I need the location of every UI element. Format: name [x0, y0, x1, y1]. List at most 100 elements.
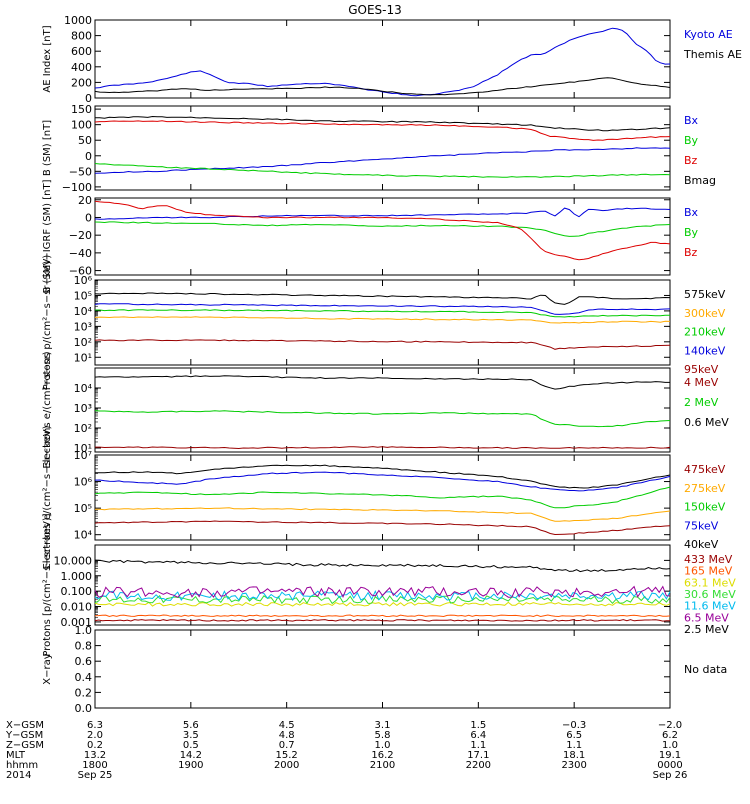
legend-entry: 210keV: [684, 326, 726, 339]
footer-value: 5.6: [183, 720, 199, 731]
footer-value: 0.7: [279, 740, 295, 751]
series-line-bz: [94, 120, 671, 141]
footer-value: 1800: [82, 760, 107, 771]
y-tick-label: 0.0: [75, 702, 93, 715]
footer-value: 2200: [466, 760, 491, 771]
panel-frame-0: [94, 19, 671, 99]
footer-value: 1.1: [566, 740, 582, 751]
series-line-140kev: [94, 303, 671, 315]
legend-entry: Bx: [684, 114, 699, 127]
series-line-575kev: [94, 292, 671, 305]
footer-year: 2014: [6, 770, 31, 781]
legend-entry: 0.6 MeV: [684, 416, 729, 429]
series-line-by: [94, 221, 671, 237]
y-tick-label: 10⁵: [74, 502, 92, 515]
legend-entry: 2.5 MeV: [684, 623, 729, 636]
series-line-63-1-mev: [94, 601, 671, 607]
y-tick-label: −100: [62, 181, 92, 194]
series-line-kyoto-ae: [94, 27, 671, 97]
legend-entry: 6.5 MeV: [684, 611, 729, 624]
plot-title: GOES-13: [348, 3, 402, 17]
footer-value: 1.0: [662, 740, 678, 751]
series-line-bmag: [94, 115, 671, 132]
footer-value: 2300: [561, 760, 586, 771]
y-tick-label: 400: [71, 61, 92, 74]
legend-entry: 165 MeV: [684, 565, 733, 578]
y-axis-label: B (SM)−IGRF (SM) [nT]: [42, 179, 53, 293]
y-tick-label: 0.100: [61, 585, 93, 598]
footer-value: 0000: [657, 760, 682, 771]
y-tick-label: 0.010: [61, 601, 93, 614]
y-tick-label: 0.001: [61, 616, 93, 629]
footer-value: 4.5: [279, 720, 295, 731]
footer-value: 1.1: [470, 740, 486, 751]
y-tick-label: 0: [85, 92, 92, 105]
y-tick-label: 0.4: [75, 671, 93, 684]
series-line-2-mev: [94, 410, 671, 428]
legend-entry: 150keV: [684, 501, 726, 514]
legend-entry: 40keV: [684, 538, 719, 551]
footer-value: 16.2: [371, 750, 393, 761]
y-tick-label: −20: [69, 229, 92, 242]
footer-value: 0.2: [87, 740, 103, 751]
legend-entry: 75keV: [684, 519, 719, 532]
legend-entry: 575keV: [684, 288, 726, 301]
footer-value: 3.1: [375, 720, 391, 731]
footer-value: −2.0: [658, 720, 682, 731]
y-axis-label: Electrons e/(cm²−s−sr): [42, 351, 53, 468]
y-tick-label: 100: [71, 119, 92, 132]
legend-entry: Themis AE: [683, 48, 742, 61]
y-tick-label: 1.000: [61, 570, 93, 583]
footer-value: 13.2: [84, 750, 106, 761]
legend-entry: 63.1 MeV: [684, 576, 736, 589]
y-axis-label: Electrons e/(cm²−s−sr−keV): [42, 425, 53, 569]
y-axis-label: Protons [p/(cm²−s−sr−keV)]: [42, 513, 53, 656]
series-line-2-5-mev: [94, 559, 671, 573]
y-tick-label: 10⁷: [74, 449, 92, 462]
footer-value: 19.1: [659, 750, 681, 761]
series-line-210kev: [95, 309, 670, 318]
series-line-bx: [94, 147, 671, 174]
y-axis-label: B (SM) [nT]: [42, 120, 53, 176]
footer-value: 3.5: [183, 730, 199, 741]
panel-frame-5: [94, 454, 671, 541]
footer-value: 2.0: [87, 730, 103, 741]
series-line-6-5-mev: [94, 585, 671, 598]
series-line-300kev: [94, 316, 671, 324]
y-tick-label: 10⁴: [74, 382, 93, 395]
y-tick-label: 10²: [74, 422, 92, 435]
footer-value: 1.5: [470, 720, 486, 731]
footer-row-label: Z−GSM: [6, 740, 44, 751]
y-tick-label: 10²: [74, 336, 92, 349]
y-tick-label: 50: [78, 134, 92, 147]
footer-value: 6.4: [470, 730, 486, 741]
legend-entry: Bz: [684, 154, 698, 167]
footer-value: 5.8: [375, 730, 391, 741]
y-tick-label: 150: [71, 103, 92, 116]
y-tick-label: 10³: [74, 320, 92, 333]
footer-value: 1900: [178, 760, 203, 771]
footer-value: 6.3: [87, 720, 103, 731]
legend-entry: By: [684, 134, 699, 147]
y-tick-label: 0.6: [75, 655, 93, 668]
y-tick-label: −50: [69, 165, 92, 178]
y-tick-label: 0.8: [75, 640, 93, 653]
footer-row-label: X−GSM: [6, 720, 44, 731]
legend-entry: By: [684, 226, 699, 239]
footer-value: 6.5: [566, 730, 582, 741]
no-data-note: No data: [684, 663, 727, 676]
footer-value: 17.1: [467, 750, 489, 761]
y-tick-label: 10.000: [54, 554, 93, 567]
legend-entry: 300keV: [684, 307, 726, 320]
legend-entry: 30.6 MeV: [684, 588, 736, 601]
footer-value: −0.3: [562, 720, 586, 731]
footer-start-date: Sep 25: [78, 770, 113, 781]
y-axis-label: Protons p/(cm²−s−sr−keV): [42, 255, 53, 391]
y-tick-label: 0: [85, 211, 92, 224]
legend-entry: Bz: [684, 246, 698, 259]
footer-end-date: Sep 26: [653, 770, 688, 781]
footer-value: 4.8: [279, 730, 295, 741]
legend-entry: 275keV: [684, 482, 726, 495]
